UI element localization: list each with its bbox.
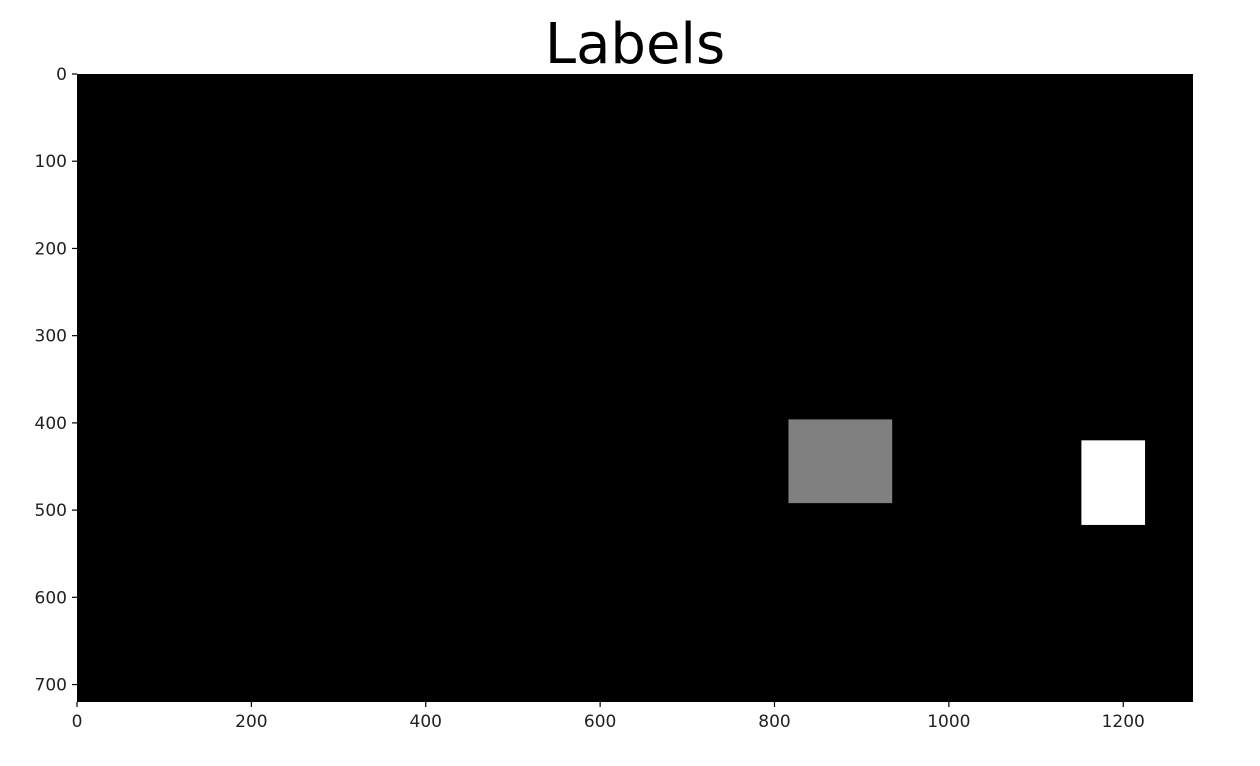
x-tick-label: 1000 xyxy=(927,712,970,732)
label-region-1 xyxy=(788,419,893,504)
chart-title: Labels xyxy=(545,12,725,77)
x-axis: 0 200 400 600 800 1000 1200 xyxy=(72,702,1145,732)
y-tick-label: 0 xyxy=(56,65,67,85)
x-tick-label: 1200 xyxy=(1102,712,1145,732)
x-tick-label: 600 xyxy=(584,712,616,732)
y-tick-label: 400 xyxy=(35,414,67,434)
y-tick-label: 200 xyxy=(35,239,67,259)
label-region-2 xyxy=(1081,440,1146,525)
y-tick-label: 300 xyxy=(35,327,67,347)
y-tick-label: 600 xyxy=(35,588,67,608)
y-tick-label: 500 xyxy=(35,501,67,521)
y-tick-label: 100 xyxy=(35,152,67,172)
x-tick-label: 800 xyxy=(758,712,790,732)
x-tick-label: 400 xyxy=(410,712,442,732)
x-tick-label: 200 xyxy=(235,712,267,732)
image-area xyxy=(77,74,1193,702)
y-axis: 0 100 200 300 400 500 600 700 xyxy=(35,65,77,696)
label-regions xyxy=(788,419,1146,525)
x-tick-label: 0 xyxy=(72,712,83,732)
y-tick-label: 700 xyxy=(35,676,67,696)
